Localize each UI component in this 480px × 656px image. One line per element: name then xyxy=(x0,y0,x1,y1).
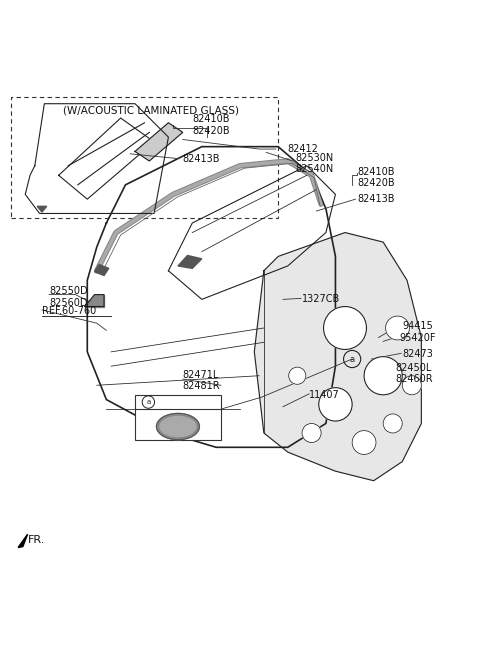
Text: 82410B
82420B: 82410B 82420B xyxy=(192,114,230,136)
Text: 82412: 82412 xyxy=(288,144,319,154)
Text: FR.: FR. xyxy=(28,535,45,545)
Polygon shape xyxy=(135,123,183,161)
Bar xyxy=(11,96,278,218)
Text: 82471L
82481R: 82471L 82481R xyxy=(183,370,220,391)
Text: 82413B: 82413B xyxy=(183,154,220,163)
Text: 82550D
82560D: 82550D 82560D xyxy=(49,286,88,308)
Circle shape xyxy=(302,423,321,443)
Text: (W/ACOUSTIC LAMINATED GLASS): (W/ACOUSTIC LAMINATED GLASS) xyxy=(63,106,240,116)
Ellipse shape xyxy=(156,413,199,440)
Text: 1327CB: 1327CB xyxy=(302,295,340,304)
Text: 11407: 11407 xyxy=(309,390,340,400)
Polygon shape xyxy=(18,534,28,548)
Text: a: a xyxy=(349,354,355,363)
Polygon shape xyxy=(85,295,104,306)
Text: 82410B
82420B: 82410B 82420B xyxy=(357,167,395,188)
Text: 82530N
82540N: 82530N 82540N xyxy=(295,153,333,174)
Circle shape xyxy=(319,388,352,421)
Text: 1731JE: 1731JE xyxy=(164,414,197,424)
Circle shape xyxy=(364,357,402,395)
Text: 82450L
82460R: 82450L 82460R xyxy=(395,363,433,384)
Text: 82473: 82473 xyxy=(402,349,433,359)
Polygon shape xyxy=(37,206,47,212)
Polygon shape xyxy=(254,233,421,481)
Circle shape xyxy=(288,367,306,384)
Circle shape xyxy=(383,414,402,433)
Bar xyxy=(135,395,221,440)
Circle shape xyxy=(352,430,376,455)
Text: a: a xyxy=(146,399,151,405)
Circle shape xyxy=(402,376,421,395)
Text: 94415: 94415 xyxy=(402,321,433,331)
Text: 95420F: 95420F xyxy=(400,333,436,342)
Ellipse shape xyxy=(160,417,196,437)
Circle shape xyxy=(385,316,409,340)
Text: REF.60-760: REF.60-760 xyxy=(42,306,96,316)
Text: 82413B: 82413B xyxy=(357,194,395,204)
Circle shape xyxy=(324,306,366,350)
Polygon shape xyxy=(95,264,109,276)
Polygon shape xyxy=(178,255,202,268)
